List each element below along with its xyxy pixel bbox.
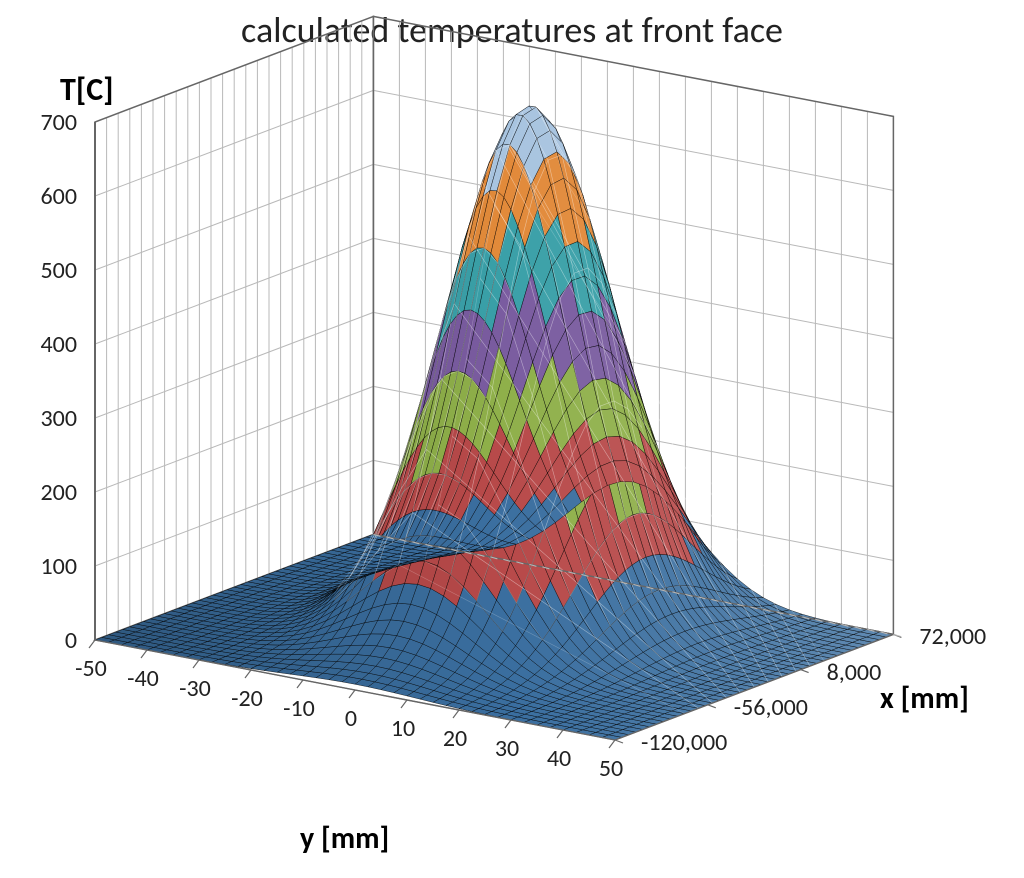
axis-tick: 8,000	[827, 658, 882, 687]
axis-tick: -120,000	[641, 728, 727, 757]
axis-tick: -40	[127, 664, 159, 693]
axis-tick: 72,000	[919, 622, 986, 651]
axis-tick: 30	[495, 734, 519, 763]
axis-tick: 40	[547, 744, 571, 773]
axis-tick: 20	[443, 724, 467, 753]
axis-tick: -50	[75, 654, 107, 683]
axis-tick: 600	[41, 182, 78, 211]
axis-tick: 10	[391, 714, 415, 743]
axis-tick: 500	[41, 256, 78, 285]
axis-tick: -56,000	[734, 693, 808, 722]
axis-tick: 100	[41, 552, 78, 581]
axis-tick: 300	[41, 404, 78, 433]
axis-tick: 0	[345, 704, 357, 733]
surface3d-chart: calculated temperatures at front face T[…	[0, 0, 1024, 878]
axis-tick: 400	[41, 330, 78, 359]
axis-tick: 0	[65, 626, 77, 655]
axis-tick: 700	[41, 108, 78, 137]
axis-tick: 200	[41, 478, 78, 507]
axis-tick: -10	[283, 694, 315, 723]
axis-tick: -20	[231, 684, 263, 713]
axis-tick: 50	[599, 754, 623, 783]
axis-tick: -30	[179, 674, 211, 703]
